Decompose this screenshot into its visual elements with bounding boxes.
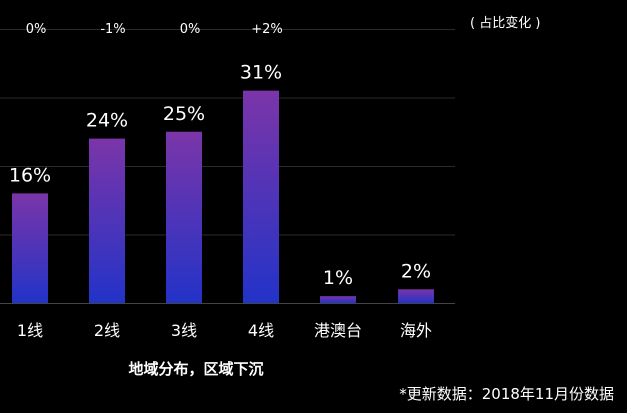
category-label-4: 4线: [248, 321, 274, 340]
value-label-1: 16%: [9, 164, 51, 186]
value-label-5: 1%: [323, 267, 353, 289]
bar-5: [320, 296, 356, 303]
category-label-5: 港澳台: [314, 321, 362, 340]
change-label-4: +2%: [251, 22, 283, 37]
data-labels: 16% 1线 24% 2线 25% 3线 31% 4线 1% 港澳台 2% 海外 0% -1% 0% +2%: [9, 22, 432, 340]
bar-2: [89, 138, 125, 303]
bar-6: [398, 289, 434, 303]
bar-1: [12, 193, 48, 303]
category-label-6: 海外: [400, 321, 432, 340]
category-label-1: 1线: [17, 321, 43, 340]
bar-3: [166, 131, 202, 303]
change-header: ( 占比变化 ): [470, 15, 540, 31]
value-label-6: 2%: [401, 260, 431, 282]
category-label-2: 2线: [94, 321, 120, 340]
value-label-4: 31%: [240, 62, 282, 84]
bar-4: [243, 90, 279, 304]
value-label-2: 24%: [86, 110, 128, 132]
change-label-1: 0%: [26, 22, 47, 37]
value-label-3: 25%: [163, 103, 205, 125]
bars: [12, 90, 434, 304]
change-label-2: -1%: [100, 22, 125, 37]
footnote: *更新数据：2018年11月份数据: [399, 385, 614, 403]
change-label-3: 0%: [180, 22, 201, 37]
x-axis-caption: 地域分布，区域下沉: [128, 360, 263, 378]
category-label-3: 3线: [171, 321, 197, 340]
gridlines: [0, 29, 455, 304]
